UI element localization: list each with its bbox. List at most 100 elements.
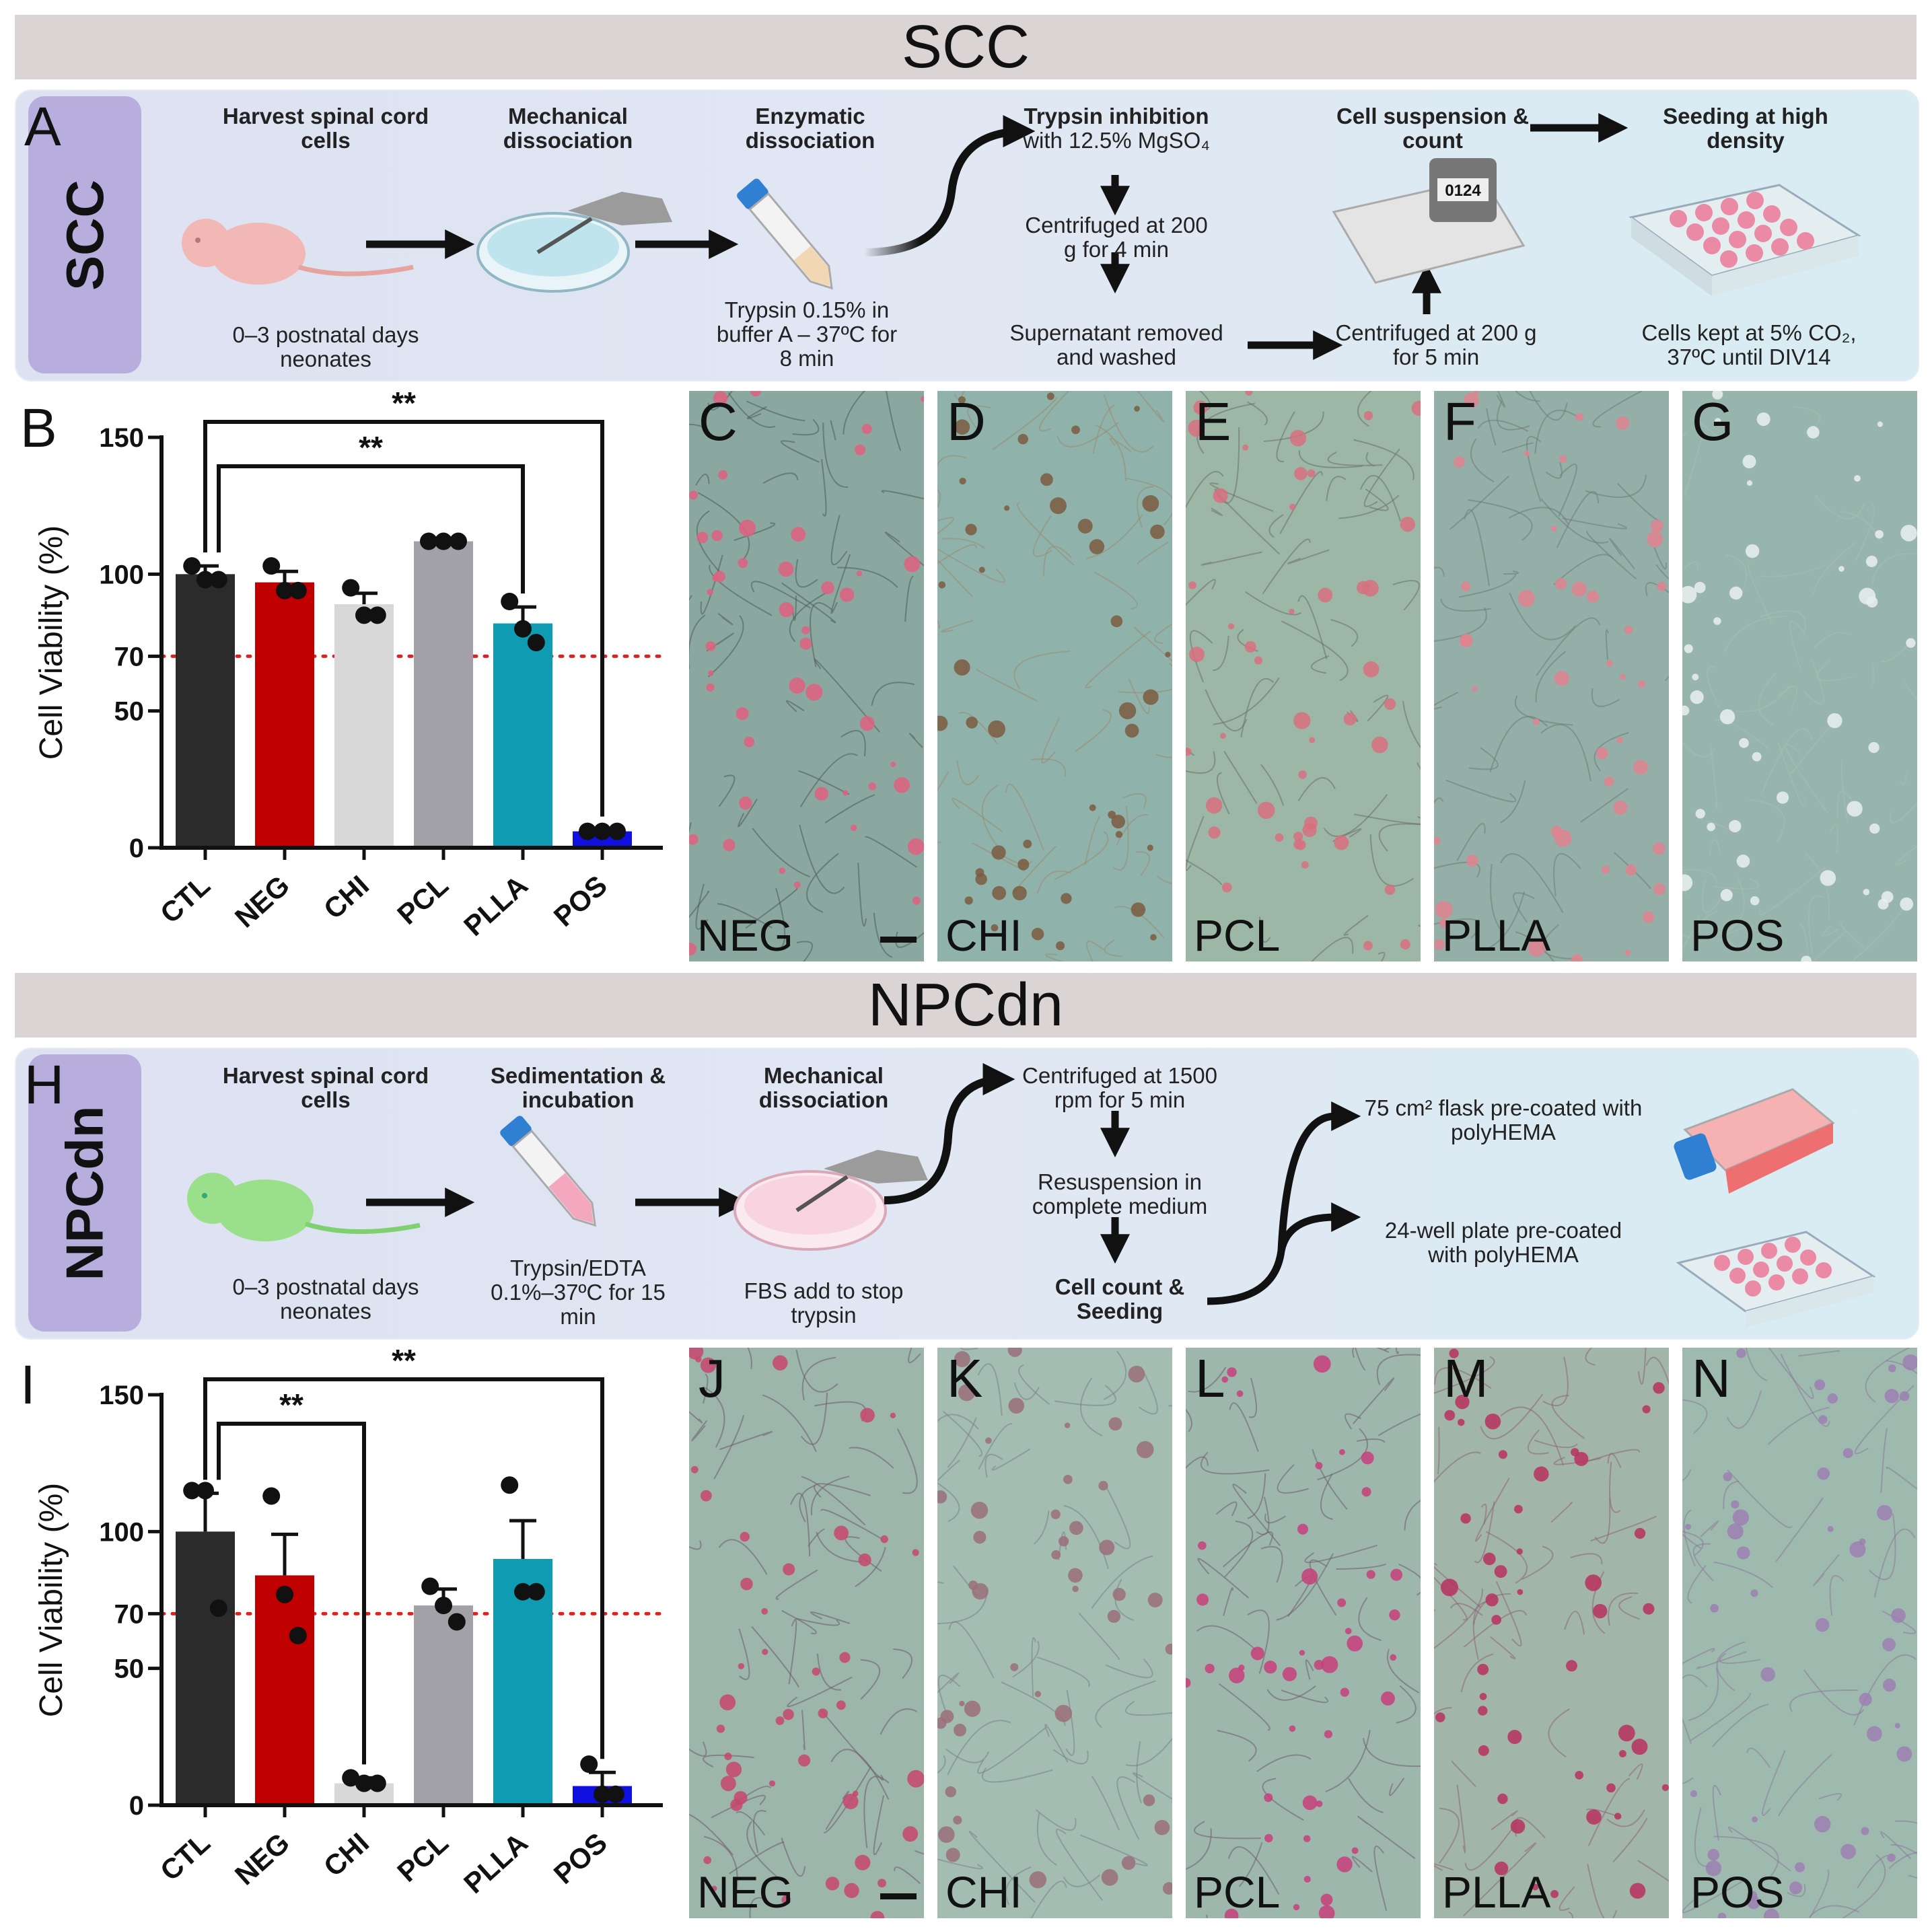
- micrograph-l: L PCL: [1186, 1348, 1421, 1918]
- micrograph-letter: F: [1443, 392, 1476, 451]
- green-neonate-icon: [187, 1173, 421, 1241]
- step-inhib-title: Trypsin inhibition: [1024, 104, 1209, 129]
- micrograph-texture: [1434, 391, 1669, 961]
- significance-bracket: [217, 464, 525, 594]
- branch-arrow-flask: [1277, 1101, 1361, 1251]
- step-susp-title: Cell suspension & count: [1336, 104, 1530, 153]
- npcdn-banner: NPCdn: [15, 972, 1917, 1039]
- y-tick-label: 50: [114, 697, 145, 727]
- panel-letter-a: A: [24, 96, 61, 157]
- micrograph-d: D CHI: [937, 391, 1172, 961]
- micrograph-texture: [1186, 391, 1421, 961]
- step-enz-note: Trypsin 0.15% in buffer A – 37ºC for 8 m…: [716, 297, 898, 371]
- y-tick-label: 150: [99, 423, 144, 453]
- culture-flask-icon: [1674, 1088, 1835, 1194]
- micrograph-c: C NEG: [689, 391, 924, 961]
- micrograph-caption: CHI: [945, 1867, 1022, 1917]
- x-tick-label: PLLA: [458, 1827, 534, 1899]
- micrograph-g: G POS: [1682, 391, 1917, 961]
- petri-dish-icon: [734, 1150, 928, 1251]
- cell-counter-icon: 0124: [1332, 158, 1526, 284]
- micrograph-e: E PCL: [1186, 391, 1421, 961]
- x-tick-label: NEG: [229, 1827, 295, 1891]
- step-count: Cell count & Seeding: [1054, 1274, 1185, 1323]
- significance-label: **: [359, 430, 383, 465]
- step-enz-title: Enzymatic dissociation: [745, 104, 875, 153]
- data-point: [355, 1774, 373, 1792]
- x-tick-label: POS: [548, 1827, 613, 1890]
- data-point: [421, 1577, 439, 1595]
- scale-bar: [880, 1893, 917, 1899]
- data-point: [209, 571, 227, 589]
- micrograph-letter: E: [1195, 392, 1231, 451]
- petri-dish-icon: [476, 192, 672, 293]
- significance-label: **: [392, 1344, 416, 1378]
- y-tick-label: 0: [129, 1791, 144, 1821]
- significance-bracket: [203, 1377, 604, 1759]
- data-point: [289, 581, 307, 599]
- data-point: [606, 1785, 624, 1803]
- data-point: [580, 1755, 598, 1773]
- step-harvest-note: 0–3 postnatal days neonates: [232, 322, 419, 371]
- micrograph-letter: C: [699, 392, 738, 451]
- chart-i: CTL NEG CHI PCL PLLA POS 0 50 70 100 150 Cell Viabi…: [34, 1344, 665, 1899]
- data-point: [368, 1774, 386, 1792]
- micrograph-texture: [937, 1348, 1172, 1918]
- step-sed-note: Trypsin/EDTA 0.1%–37ºC for 15 min: [491, 1255, 666, 1329]
- curved-arrow: [884, 1063, 1015, 1204]
- micrograph-caption: POS: [1690, 1867, 1785, 1917]
- x-tick-label: CHI: [318, 869, 375, 925]
- well-plate-icon: [1629, 184, 1861, 296]
- scc-protocol-panel: SCC: [15, 89, 1919, 381]
- micrograph-letter: L: [1195, 1348, 1225, 1408]
- npcdn-side-tab: NPCdn: [28, 1054, 141, 1332]
- step-sed-title: Sedimentation & incubation: [490, 1063, 666, 1112]
- step-mech-title: Mechanical dissociation: [503, 104, 633, 153]
- branch-arrow-plate: [1207, 1202, 1361, 1305]
- step-harvest-title: Harvest spinal cord cells: [222, 1063, 429, 1112]
- micrograph-texture: [1186, 1348, 1421, 1918]
- step-harvest-note: 0–3 postnatal days neonates: [232, 1274, 419, 1323]
- micrograph-k: K CHI: [937, 1348, 1172, 1918]
- y-tick-label: 100: [99, 1517, 144, 1547]
- step-harvest-title: Harvest spinal cord cells: [222, 104, 429, 153]
- step-resusp: Resuspension in complete medium: [1032, 1169, 1208, 1218]
- y-axis-label: Cell Viability (%): [34, 525, 69, 760]
- y-tick-label: 0: [129, 834, 144, 863]
- step-flask: 75 cm² flask pre-coated with polyHEMA: [1364, 1095, 1643, 1144]
- data-point: [501, 593, 519, 610]
- data-point: [276, 1585, 293, 1603]
- micrograph-caption: NEG: [697, 910, 794, 960]
- panel-letter-b: B: [20, 398, 57, 459]
- y-tick-label: 100: [99, 560, 144, 589]
- x-tick-label: PCL: [391, 869, 454, 931]
- x-tick-label: PCL: [391, 1827, 454, 1888]
- micrograph-letter: M: [1443, 1348, 1489, 1408]
- step-seed-title: Seeding at high density: [1663, 104, 1828, 153]
- y-tick-label: 70: [114, 642, 145, 671]
- micrograph-f: F PLLA: [1434, 391, 1669, 961]
- micrograph-caption: POS: [1690, 910, 1785, 960]
- panel-letter-i: I: [20, 1354, 36, 1416]
- micrograph-texture: [937, 391, 1172, 961]
- significance-bracket: [203, 420, 604, 817]
- y-tick-label: 70: [114, 1599, 145, 1629]
- bar-ctl: [176, 1531, 235, 1805]
- scc-protocol-graphics: 0124: [182, 113, 1861, 360]
- micrograph-texture: [689, 391, 924, 961]
- curved-arrow: [863, 115, 1036, 256]
- y-tick-label: 150: [99, 1381, 144, 1410]
- data-point: [289, 1626, 307, 1644]
- scale-bar: [880, 937, 917, 943]
- data-point: [514, 620, 532, 638]
- step-mech-title: Mechanical dissociation: [758, 1063, 889, 1112]
- x-tick-label: PLLA: [458, 869, 534, 942]
- npcdn-protocol-panel: NPCdn: [15, 1048, 1919, 1340]
- bar-neg: [255, 582, 314, 848]
- micrograph-letter: D: [947, 392, 986, 451]
- x-tick-label: CTL: [154, 869, 216, 930]
- micrograph-letter: J: [699, 1348, 725, 1408]
- data-point: [579, 822, 596, 840]
- micrograph-m: M PLLA: [1434, 1348, 1669, 1918]
- bar-pcl: [414, 1605, 473, 1805]
